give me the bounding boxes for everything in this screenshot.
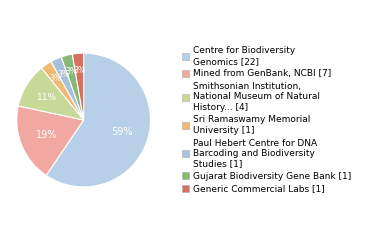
Text: 3%: 3% [49, 74, 62, 83]
Legend: Centre for Biodiversity
Genomics [22], Mined from GenBank, NCBI [7], Smithsonian: Centre for Biodiversity Genomics [22], M… [180, 45, 353, 195]
Wedge shape [51, 57, 84, 120]
Text: 59%: 59% [111, 127, 133, 137]
Wedge shape [46, 53, 150, 187]
Wedge shape [17, 106, 84, 175]
Wedge shape [41, 62, 84, 120]
Wedge shape [18, 68, 84, 120]
Text: 3%: 3% [65, 67, 77, 76]
Text: 11%: 11% [36, 93, 57, 102]
Wedge shape [61, 54, 84, 120]
Wedge shape [72, 53, 84, 120]
Text: 3%: 3% [73, 66, 86, 75]
Text: 19%: 19% [36, 130, 57, 140]
Text: 3%: 3% [57, 70, 69, 79]
